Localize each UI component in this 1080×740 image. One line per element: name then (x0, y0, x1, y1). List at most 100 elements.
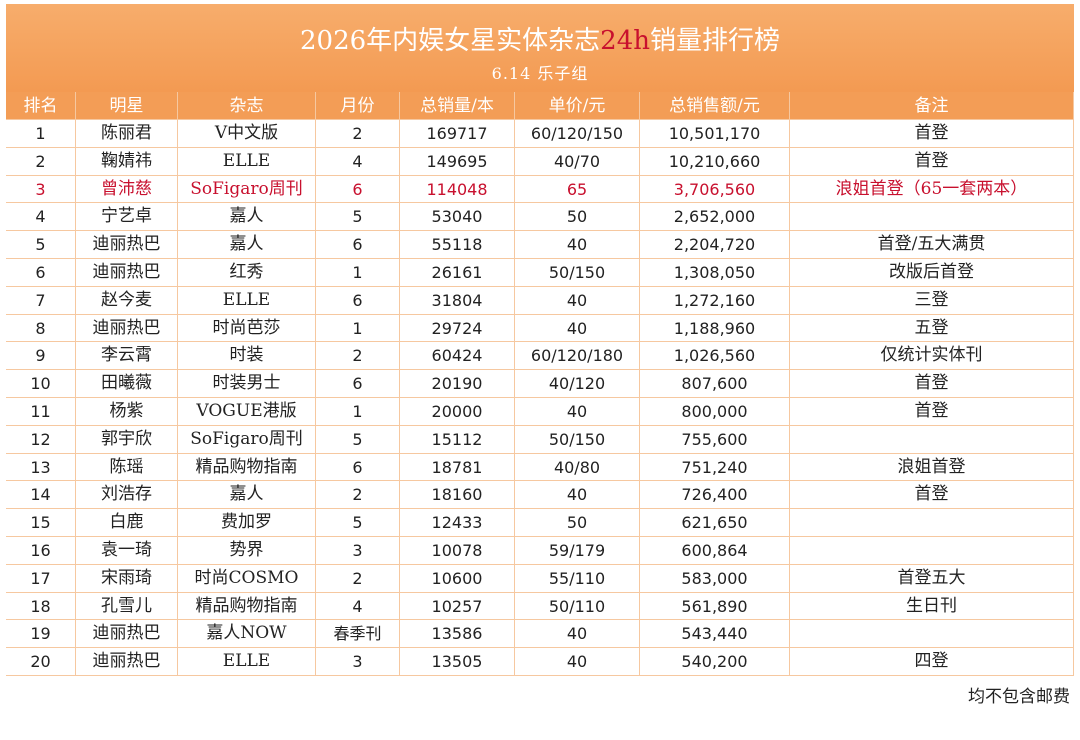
table-cell: 55/110 (515, 564, 640, 593)
column-header: 总销售额/元 (640, 92, 790, 120)
column-header: 单价/元 (515, 92, 640, 120)
column-header: 总销量/本 (400, 92, 515, 120)
table-cell: 114048 (400, 175, 515, 204)
table-cell: V中文版 (178, 120, 316, 148)
table-cell: 迪丽热巴 (76, 259, 178, 287)
table-cell: 2 (316, 342, 400, 371)
table-cell: 14 (6, 481, 76, 510)
table-cell: 4 (316, 592, 400, 621)
table-cell (790, 620, 1074, 649)
table-cell: 3 (316, 537, 400, 565)
table-cell: 12433 (400, 509, 515, 537)
table-cell: 嘉人NOW (178, 620, 316, 649)
table-cell: 陈丽君 (76, 120, 178, 148)
table-cell: 31804 (400, 286, 515, 315)
table-cell: 755,600 (640, 425, 790, 454)
table-cell: 13586 (400, 620, 515, 649)
table-cell: 11 (6, 398, 76, 426)
table-cell: 刘浩存 (76, 481, 178, 510)
table-cell (790, 203, 1074, 232)
table-cell: 9 (6, 342, 76, 371)
table-cell: 2 (316, 564, 400, 593)
table-cell: 50 (515, 509, 640, 537)
table-cell: 50/110 (515, 592, 640, 621)
table-cell: 18 (6, 592, 76, 621)
table-cell: 首登 (790, 147, 1074, 176)
table-cell: 1,188,960 (640, 314, 790, 343)
table-cell: SoFigaro周刊 (178, 425, 316, 454)
table-cell: ELLE (178, 648, 316, 676)
table-cell: 田曦薇 (76, 370, 178, 398)
column-header: 备注 (790, 92, 1074, 120)
table-cell: 53040 (400, 203, 515, 232)
table-cell: VOGUE港版 (178, 398, 316, 426)
table-cell: 40 (515, 314, 640, 343)
table-cell: 迪丽热巴 (76, 231, 178, 259)
table-cell: 曾沛慈 (76, 175, 178, 204)
title-highlight: 24h (600, 26, 650, 56)
table-cell: 10257 (400, 592, 515, 621)
table-cell: 杨紫 (76, 398, 178, 426)
table-cell: 15112 (400, 425, 515, 454)
table-cell: 生日刊 (790, 592, 1074, 621)
table-cell: 55118 (400, 231, 515, 259)
table-cell: 费加罗 (178, 509, 316, 537)
header-band (6, 4, 1074, 92)
table-cell: 迪丽热巴 (76, 620, 178, 649)
table-cell: 60424 (400, 342, 515, 371)
table-cell: 29724 (400, 314, 515, 343)
table-cell: 13 (6, 453, 76, 482)
column-header: 杂志 (178, 92, 316, 120)
table-cell: 4 (6, 203, 76, 232)
table-cell: 7 (6, 286, 76, 315)
table-cell: 50 (515, 203, 640, 232)
table-cell: 鞠婧祎 (76, 147, 178, 176)
table-cell: 540,200 (640, 648, 790, 676)
table-cell: 40 (515, 481, 640, 510)
table-cell: 5 (316, 203, 400, 232)
table-cell: SoFigaro周刊 (178, 175, 316, 204)
table-cell: 20000 (400, 398, 515, 426)
table-cell: 10,210,660 (640, 147, 790, 176)
table-cell: 751,240 (640, 453, 790, 482)
table-cell: 726,400 (640, 481, 790, 510)
table-cell: 17 (6, 564, 76, 593)
table-cell: 2 (316, 120, 400, 148)
table-cell: 543,440 (640, 620, 790, 649)
table-cell: 首登 (790, 120, 1074, 148)
table-cell: 孔雪儿 (76, 592, 178, 621)
table-cell: 807,600 (640, 370, 790, 398)
table-cell: 袁一琦 (76, 537, 178, 565)
table-cell: 19 (6, 620, 76, 649)
table-cell: 1 (316, 259, 400, 287)
table-cell: 首登五大 (790, 564, 1074, 593)
table-cell: 时尚COSMO (178, 564, 316, 593)
table-cell: 时装 (178, 342, 316, 371)
table-cell: 1 (316, 314, 400, 343)
table-cell: 势界 (178, 537, 316, 565)
table-cell: 10,501,170 (640, 120, 790, 148)
footer-note: 均不包含邮费 (968, 687, 1070, 707)
table-cell: ELLE (178, 286, 316, 315)
table-cell: 40 (515, 648, 640, 676)
table-cell: 时尚芭莎 (178, 314, 316, 343)
table-cell: 60/120/150 (515, 120, 640, 148)
table-cell: 首登 (790, 398, 1074, 426)
table-cell: 26161 (400, 259, 515, 287)
table-cell: 59/179 (515, 537, 640, 565)
table-cell: 3 (316, 648, 400, 676)
table-cell: 赵今麦 (76, 286, 178, 315)
table-cell: 迪丽热巴 (76, 648, 178, 676)
table-cell: 4 (316, 147, 400, 176)
table-cell: 1 (316, 398, 400, 426)
table-cell: 2 (6, 147, 76, 176)
table-cell: 800,000 (640, 398, 790, 426)
table-cell: 60/120/180 (515, 342, 640, 371)
table-cell: 561,890 (640, 592, 790, 621)
table-cell: 65 (515, 175, 640, 204)
table-cell: 5 (316, 509, 400, 537)
table-cell: 20190 (400, 370, 515, 398)
table-cell: 18781 (400, 453, 515, 482)
table-cell: 40/120 (515, 370, 640, 398)
table-cell: 18160 (400, 481, 515, 510)
